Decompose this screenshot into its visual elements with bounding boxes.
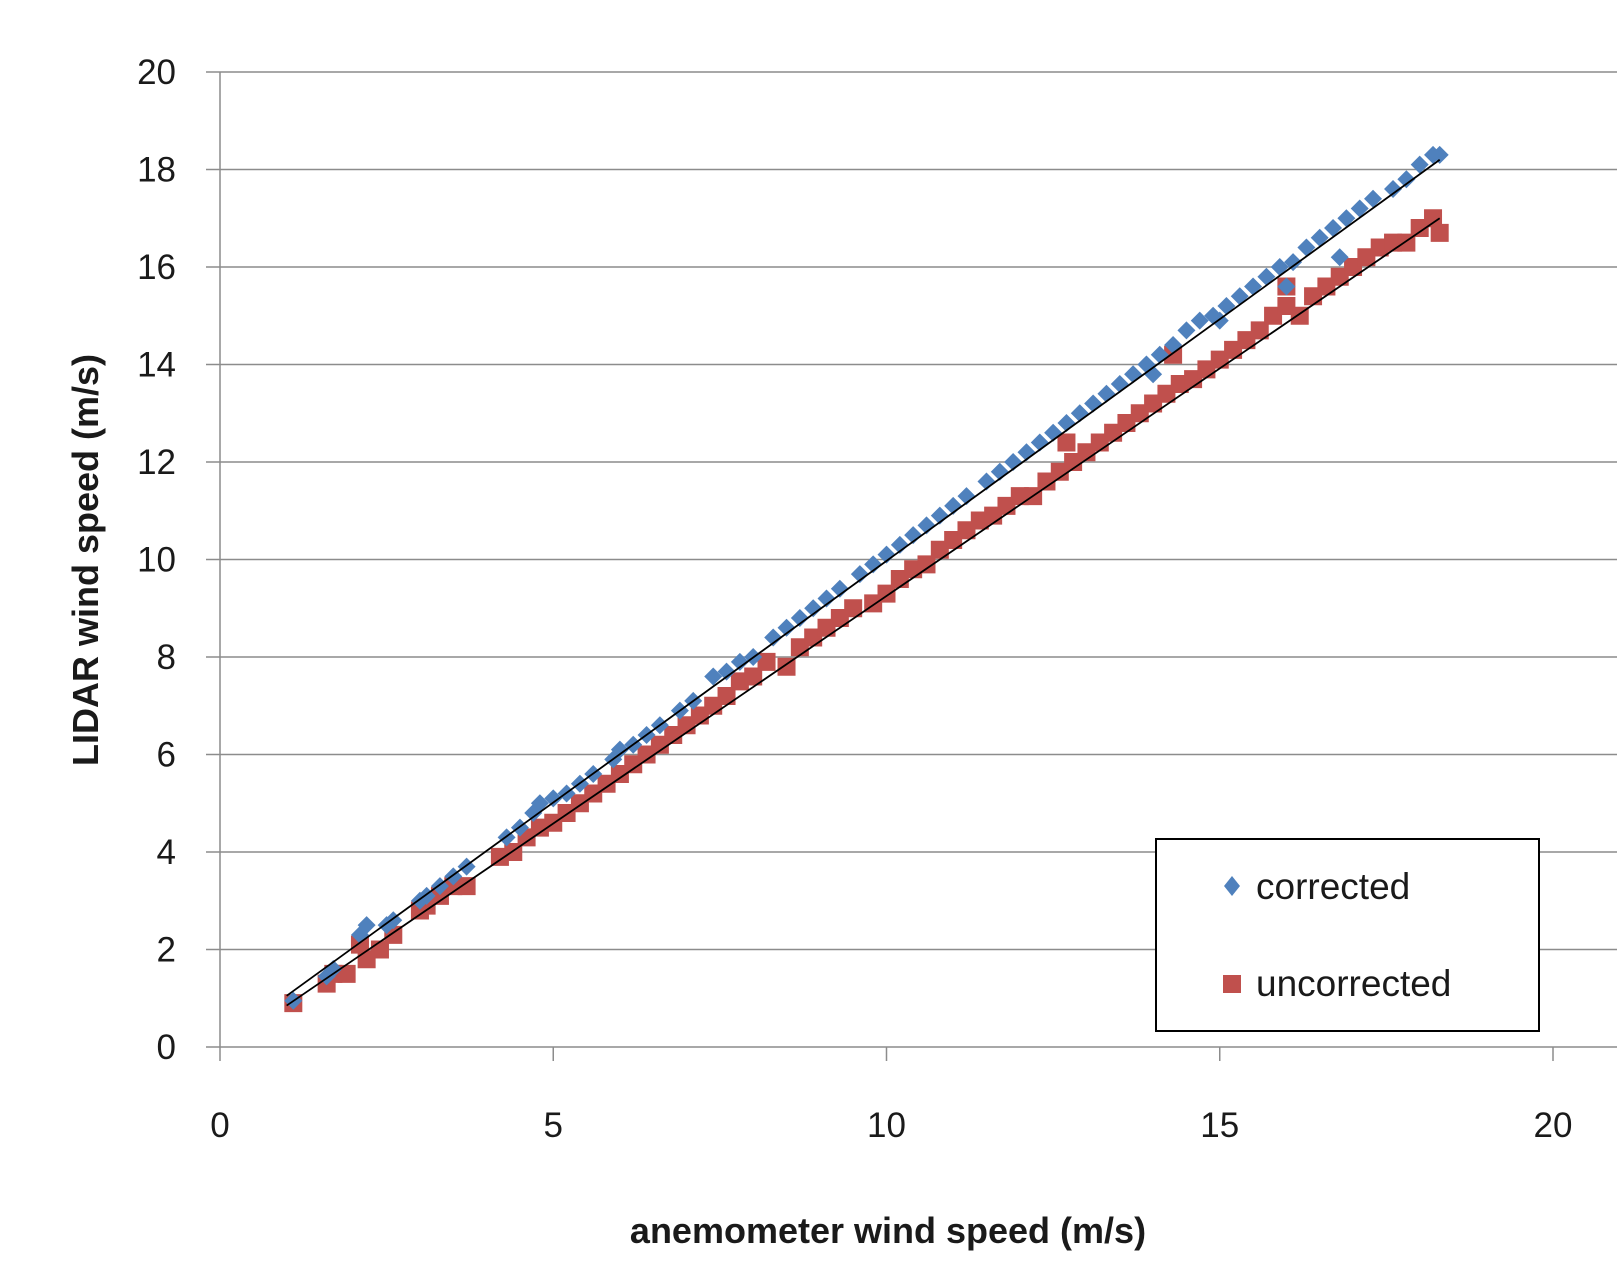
point-corrected [1284, 253, 1303, 272]
point-corrected [1410, 155, 1429, 174]
point-corrected [1364, 189, 1383, 208]
point-corrected [777, 618, 796, 637]
trendline-uncorrected [286, 217, 1441, 1007]
point-corrected [1430, 145, 1449, 164]
point-corrected [864, 555, 883, 574]
point-corrected [1337, 209, 1356, 228]
y-tick-label: 12 [137, 443, 176, 482]
point-corrected [1310, 228, 1329, 247]
trendline-corrected [286, 159, 1441, 997]
point-corrected [610, 740, 629, 759]
point-uncorrected [1424, 209, 1443, 228]
x-tick-label: 10 [867, 1106, 906, 1145]
point-corrected [1350, 199, 1369, 218]
y-tick-label: 10 [137, 541, 176, 580]
point-corrected [1330, 248, 1349, 267]
point-corrected [890, 535, 909, 554]
point-uncorrected [757, 652, 776, 671]
legend-marker-corrected [1224, 876, 1240, 896]
point-corrected [1230, 287, 1249, 306]
point-uncorrected [744, 667, 763, 686]
point-corrected [904, 526, 923, 545]
point-corrected [1190, 311, 1209, 330]
point-uncorrected [1057, 433, 1076, 452]
legend: corrected uncorrected [1155, 838, 1540, 1032]
point-corrected [1277, 277, 1296, 296]
point-uncorrected [457, 877, 476, 896]
legend-label-uncorrected: uncorrected [1256, 963, 1451, 1004]
tick-labels: 0 2 4 6 8 10 12 14 16 18 20 0 5 10 15 20 [137, 53, 1572, 1145]
point-corrected [1397, 170, 1416, 189]
legend-marker-uncorrected [1223, 975, 1241, 993]
point-uncorrected [917, 555, 936, 574]
y-tick-label: 18 [137, 151, 176, 190]
point-corrected [764, 628, 783, 647]
y-tick-label: 16 [137, 248, 176, 287]
point-corrected [1297, 238, 1316, 257]
gridlines [220, 71, 1617, 951]
point-corrected [1097, 384, 1116, 403]
y-tick-label: 20 [137, 53, 176, 92]
point-corrected [530, 794, 549, 813]
point-corrected [804, 599, 823, 618]
point-corrected [1110, 375, 1129, 393]
y-tick-label: 8 [157, 638, 176, 677]
point-corrected [917, 516, 936, 535]
point-corrected [1384, 180, 1403, 198]
point-corrected [1124, 365, 1143, 384]
y-tick-label: 14 [137, 346, 176, 385]
point-corrected [1257, 267, 1276, 286]
y-tick-label: 4 [157, 833, 176, 872]
y-tick-label: 2 [157, 931, 176, 970]
x-tick-label: 20 [1534, 1106, 1573, 1145]
x-tick-label: 15 [1200, 1106, 1239, 1145]
x-tick-label: 5 [544, 1106, 563, 1145]
point-corrected [1070, 404, 1089, 423]
x-axis-title: anemometer wind speed (m/s) [630, 1210, 1146, 1251]
point-corrected [817, 589, 836, 608]
y-tick-label: 6 [157, 736, 176, 775]
point-corrected [730, 652, 749, 671]
point-corrected [357, 916, 376, 935]
point-corrected [790, 609, 809, 627]
y-axis-title: LIDAR wind speed (m/s) [65, 354, 106, 766]
point-corrected [850, 565, 869, 584]
legend-label-corrected: corrected [1256, 866, 1410, 907]
point-uncorrected [337, 964, 356, 983]
point-corrected [544, 789, 563, 808]
point-uncorrected [717, 687, 736, 705]
point-corrected [1324, 219, 1343, 237]
point-corrected [1244, 277, 1263, 296]
point-uncorrected [844, 599, 863, 618]
axes [206, 71, 1617, 1061]
point-uncorrected [1250, 321, 1269, 340]
point-corrected [1177, 321, 1196, 340]
legend-box [1155, 838, 1540, 1032]
trendlines [286, 159, 1441, 1007]
point-corrected [1084, 394, 1103, 413]
point-corrected [717, 662, 736, 681]
point-uncorrected [1430, 223, 1449, 242]
point-corrected [704, 667, 723, 686]
y-tick-label: 0 [157, 1028, 176, 1067]
point-corrected [877, 545, 896, 564]
point-corrected [830, 579, 849, 598]
x-tick-label: 0 [210, 1106, 229, 1145]
point-corrected [930, 506, 949, 525]
